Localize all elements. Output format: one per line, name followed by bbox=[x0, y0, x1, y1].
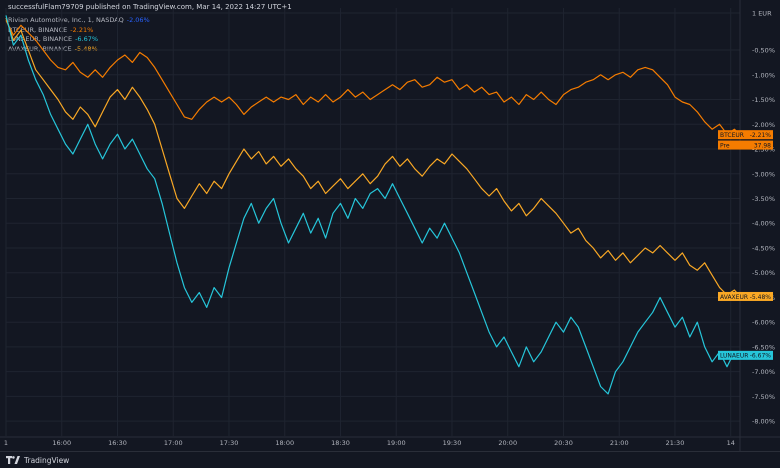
legend-entry: Rivian Automotive, Inc., 1, NASDAQ -2.06% bbox=[8, 16, 150, 26]
price-badge-btceur-label: BTCEUR bbox=[720, 132, 744, 139]
y-tick-label: -4.50% bbox=[752, 244, 775, 252]
y-tick-label: 1 EUR bbox=[752, 9, 772, 17]
x-tick-label: 1 bbox=[4, 439, 8, 447]
legend-entry-value: -6.67% bbox=[75, 35, 99, 44]
legend-entry-name: LUNAEUR, BINANCE bbox=[8, 35, 73, 44]
price-badge-pre: Pre 37.98 bbox=[718, 140, 773, 150]
x-tick-label: 21:00 bbox=[610, 439, 629, 447]
x-tick-label: 19:30 bbox=[443, 439, 462, 447]
legend-entry: AVAXEUR, BINANCE -5.48% bbox=[8, 45, 150, 55]
footer-brand: TradingView bbox=[24, 455, 70, 465]
price-badge-avaxeur-value: -5.48% bbox=[750, 294, 772, 301]
x-tick-label: 16:30 bbox=[108, 439, 127, 447]
y-tick-label: -6.50% bbox=[752, 343, 775, 351]
y-tick-label: -1.00% bbox=[752, 71, 775, 79]
chart-legend: Rivian Automotive, Inc., 1, NASDAQ -2.06%… bbox=[8, 16, 150, 54]
x-tick-label: 18:00 bbox=[275, 439, 294, 447]
y-tick-label: -2.00% bbox=[752, 121, 775, 129]
x-tick-label: 17:30 bbox=[220, 439, 239, 447]
series-line-btceur bbox=[5, 20, 741, 136]
x-tick-label: 19:00 bbox=[387, 439, 406, 447]
x-tick-label: 18:30 bbox=[331, 439, 350, 447]
x-tick-label: 17:00 bbox=[164, 439, 183, 447]
y-tick-label: -4.00% bbox=[752, 220, 775, 228]
y-tick-label: -8.00% bbox=[752, 418, 775, 426]
legend-entry-value: -2.06% bbox=[126, 16, 150, 24]
y-tick-label: -5.00% bbox=[752, 269, 775, 277]
chart-canvas: 1 EUR-0.50%-1.00%-1.50%-2.00%-2.50%-3.00… bbox=[0, 0, 780, 451]
x-tick-label: 14 bbox=[727, 439, 735, 447]
price-badge-lunaeur-label: LUNAEUR bbox=[720, 353, 748, 360]
publish-info: successfulFlam79709 published on Trading… bbox=[8, 3, 292, 11]
y-tick-label: -7.00% bbox=[752, 368, 775, 376]
price-badge-avaxeur: AVAXEUR -5.48% bbox=[718, 291, 773, 301]
price-badge-lunaeur-value: -6.67% bbox=[750, 353, 772, 360]
y-tick-label: -6.00% bbox=[752, 319, 775, 327]
series-line-lunaeur bbox=[5, 15, 741, 395]
legend-entry-value: -5.48% bbox=[74, 44, 98, 53]
y-tick-label: -7.50% bbox=[752, 393, 775, 401]
price-badge-avaxeur-label: AVAXEUR bbox=[720, 294, 748, 301]
legend-entry: BTCEUR, BINANCE -2.21% bbox=[8, 26, 150, 36]
price-badge-btceur-value: -2.21% bbox=[750, 132, 772, 139]
legend-entry-value: -2.21% bbox=[70, 25, 94, 34]
x-tick-label: 16:00 bbox=[52, 439, 71, 447]
x-tick-label: 20:30 bbox=[554, 439, 573, 447]
price-badge-pre-bg bbox=[718, 140, 773, 150]
x-tick-label: 20:00 bbox=[498, 439, 517, 447]
footer-bar: TradingView bbox=[0, 451, 780, 468]
y-tick-label: -0.50% bbox=[752, 47, 775, 55]
x-tick-label: 21:30 bbox=[666, 439, 685, 447]
legend-entry-name: AVAXEUR, BINANCE bbox=[8, 44, 72, 53]
price-badge-pre-value: 37.98 bbox=[754, 142, 771, 149]
y-tick-label: -3.50% bbox=[752, 195, 775, 203]
series-line-avaxeur bbox=[5, 17, 741, 297]
price-badge-pre-label: Pre bbox=[720, 142, 730, 149]
legend-entry-name: BTCEUR, BINANCE bbox=[8, 25, 68, 34]
price-badge-lunaeur: LUNAEUR -6.67% bbox=[718, 350, 773, 360]
price-badge-avaxeur-bg bbox=[718, 291, 773, 301]
y-tick-label: -1.50% bbox=[752, 96, 775, 104]
price-badge-btceur-bg bbox=[718, 130, 773, 140]
legend-entry-name: Rivian Automotive, Inc., 1, NASDAQ bbox=[8, 16, 124, 24]
tradingview-logo-icon bbox=[6, 456, 20, 464]
legend-entry: LUNAEUR, BINANCE -6.67% bbox=[8, 35, 150, 45]
price-badge-btceur: BTCEUR -2.21% bbox=[718, 130, 773, 140]
y-tick-label: -3.00% bbox=[752, 170, 775, 178]
price-badge-lunaeur-bg bbox=[718, 350, 773, 360]
